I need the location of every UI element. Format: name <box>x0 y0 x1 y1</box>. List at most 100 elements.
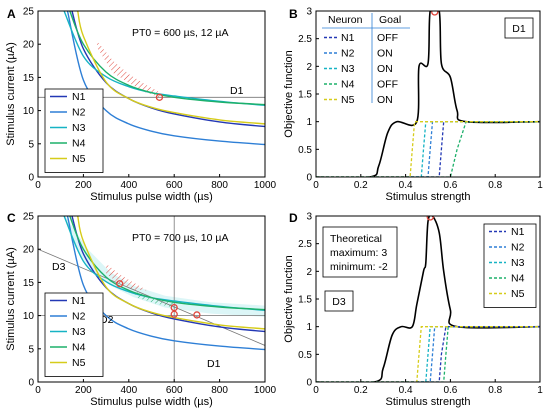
panel-a-plot-frame <box>37 10 266 178</box>
panel-c-curve-n4 <box>69 216 265 311</box>
panel-d-legend-box <box>483 223 537 308</box>
panel-a-region-label-d1: D1 <box>230 85 244 97</box>
panel-b-table-goal-n2: ON <box>377 48 393 60</box>
panel-b-x-tick-label: 0.6 <box>443 180 457 191</box>
panel-b-optimum-marker <box>431 11 439 16</box>
panel-b-region-label: D1 <box>512 23 526 35</box>
panel-a-x-tick-label: 0 <box>35 180 41 191</box>
panel-a-y-axis-label: Stimulus current (µA) <box>5 42 17 146</box>
panel-d-y-tick-label: 1 <box>306 322 312 333</box>
panel-d-x-tick-label: 1 <box>537 385 543 396</box>
panel-d-x-tick-label: 0.2 <box>354 385 368 396</box>
panel-a-x-tick-label: 400 <box>120 180 137 191</box>
panel-b-table-neuron-n1: N1 <box>341 32 355 44</box>
panel-d-y-tick-label: 2 <box>306 267 312 278</box>
panel-d-x-tick-label: 0 <box>313 385 319 396</box>
panel-b-table-goal-n5: ON <box>377 94 393 106</box>
panel-c-legend-label-n4: N4 <box>72 342 86 354</box>
panel-b-curve-n4 <box>316 121 540 177</box>
panel-c-shaded-band <box>65 216 265 317</box>
panel-d-y-tick-label: 0 <box>306 378 312 389</box>
panel-d-curve-n3 <box>316 326 540 382</box>
panel-a-legend-label-n1: N1 <box>72 91 86 103</box>
panel-c-x-tick-label: 600 <box>166 385 183 396</box>
panel-c-y-axis-label: Stimulus current (µA) <box>5 247 17 351</box>
panel-a-x-tick-label: 1000 <box>254 180 277 191</box>
panel-a-y-tick-label: 25 <box>23 7 35 18</box>
panel-d: 0 0.2 0.4 0.6 0.8 1 0 0.5 1 1.5 2 2.5 3 Stimulus stre… <box>283 211 543 408</box>
panel-b-y-tick-label: 0 <box>306 173 312 184</box>
panel-d-curve-n2 <box>316 326 540 382</box>
panel-b-x-tick-label: 0.8 <box>488 180 502 191</box>
panel-a-legend-label-n5: N5 <box>72 153 86 165</box>
panel-a-panel-label: A <box>7 7 16 21</box>
panel-d-legend-label-n4: N4 <box>511 273 525 285</box>
panel-c-x-tick-label: 1000 <box>254 385 277 396</box>
panel-a-y-tick-label: 5 <box>28 139 34 150</box>
panel-d-x-tick-label: 0.6 <box>443 385 457 396</box>
panel-c-legend-label-n1: N1 <box>72 295 86 307</box>
panel-b-table-goal-n3: ON <box>377 63 393 75</box>
panel-d-objective-curve <box>316 216 540 382</box>
panel-a-x-axis-label: Stimulus pulse width (µs) <box>90 191 213 203</box>
panel-a-legend-label-n4: N4 <box>72 138 86 150</box>
panel-c-region-label-d1: D1 <box>207 358 221 370</box>
panel-b-table-goal-n1: OFF <box>377 32 398 44</box>
panel-c-plot-frame <box>37 215 266 383</box>
panel-d-annotation-line-3: minimum: -2 <box>330 261 388 273</box>
panel-c-x-tick-label: 0 <box>35 385 41 396</box>
panel-b-y-tick-label: 0.5 <box>298 145 312 156</box>
panel-c-legend-label-n5: N5 <box>72 357 86 369</box>
panel-a-x-tick-label: 200 <box>75 180 92 191</box>
panel-b-table-header-goal: Goal <box>379 14 401 26</box>
panel-b-table-goal-n4: OFF <box>377 79 398 91</box>
panel-c-hatched-region-red <box>106 263 147 291</box>
panel-c-y-tick-label: 15 <box>23 278 35 289</box>
panel-c-legend-label-n3: N3 <box>72 326 86 338</box>
panel-c-y-tick-label: 10 <box>23 311 35 322</box>
panel-a-y-tick-label: 0 <box>28 173 34 184</box>
panel-d-x-tick-label: 0.8 <box>488 385 502 396</box>
panel-a-y-tick-label: 10 <box>23 106 35 117</box>
panel-b-panel-label: B <box>289 7 298 21</box>
panel-b-x-tick-label: 0.4 <box>399 180 413 191</box>
panel-a-curve-n5 <box>77 11 265 125</box>
panel-b-x-tick-label: 1 <box>537 180 543 191</box>
panel-d-x-axis-label: Stimulus strength <box>386 396 471 408</box>
panel-c-marker-1 <box>116 280 124 288</box>
panel-b-x-axis-label: Stimulus strength <box>386 191 471 203</box>
panel-a-legend-label-n3: N3 <box>72 122 86 134</box>
panel-b-curve-n1 <box>316 121 540 177</box>
panel-d-y-tick-label: 2.5 <box>298 239 312 250</box>
panel-c-annotation: PT0 = 700 µs, 10 µA <box>132 232 228 244</box>
panel-b-table-neuron-n2: N2 <box>341 48 355 60</box>
panel-d-legend-label-n5: N5 <box>511 288 525 300</box>
panel-b-curve-n5 <box>316 121 540 177</box>
panel-d-legend-label-n2: N2 <box>511 242 525 254</box>
panel-a-x-tick-label: 800 <box>211 180 228 191</box>
panel-a-y-tick-label: 20 <box>23 40 35 51</box>
panel-d-annotation-line-1: Theoretical <box>330 233 382 245</box>
panel-c-curve-n5 <box>77 216 265 330</box>
panel-b-curve-n2 <box>316 121 540 177</box>
panel-d-optimum-marker <box>426 216 434 221</box>
panel-b-y-tick-label: 2 <box>306 62 312 73</box>
panel-c-x-axis-label: Stimulus pulse width (µs) <box>90 396 213 408</box>
panel-d-region-box <box>324 290 354 312</box>
panel-b-table-neuron-n5: N5 <box>341 94 355 106</box>
panel-c-y-tick-label: 25 <box>23 212 35 223</box>
panel-c-x-tick-label: 200 <box>75 385 92 396</box>
panel-c-y-tick-label: 5 <box>28 344 34 355</box>
panel-c-x-tick-label: 400 <box>120 385 137 396</box>
panel-c-plot-area <box>38 216 265 382</box>
panel-c-legend-label-n2: N2 <box>72 311 86 323</box>
panel-c-region-label-d3: D3 <box>52 261 66 273</box>
panel-d-panel-label: D <box>289 211 298 225</box>
panel-d-y-tick-label: 1.5 <box>298 295 312 306</box>
panel-c-y-tick-label: 20 <box>23 245 35 256</box>
panel-a-curve-n4 <box>69 11 265 106</box>
panel-a-curve-n2 <box>66 11 265 146</box>
panel-a-plot-area <box>38 11 265 146</box>
panel-a-hatched-region <box>97 40 160 98</box>
